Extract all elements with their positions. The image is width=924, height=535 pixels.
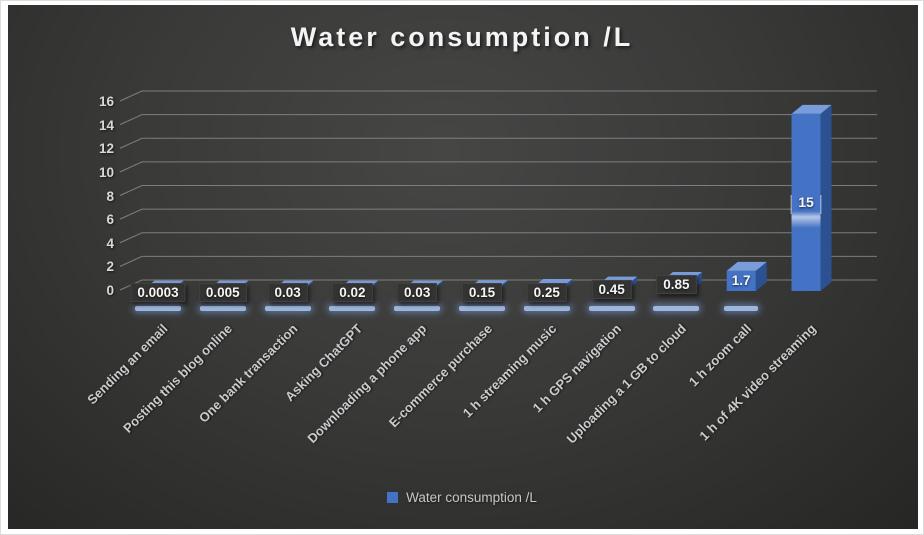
legend-label: Water consumption /L: [406, 490, 537, 505]
chart-title: Water consumption /L: [290, 22, 634, 52]
data-label: 1.7: [731, 273, 751, 288]
bar-glow: [329, 306, 376, 311]
data-label: 0.03: [397, 282, 438, 302]
bar-glow: [523, 306, 570, 311]
bar-glow: [653, 306, 700, 311]
bar-glow: [264, 306, 311, 311]
data-label: 0.0003: [130, 282, 186, 302]
data-label: 15: [798, 194, 814, 210]
data-label: 0.005: [198, 282, 247, 302]
y-axis-tick-label: 16: [98, 94, 114, 109]
y-axis-tick-label: 2: [106, 259, 114, 275]
bar-glow: [724, 306, 759, 311]
y-axis-tick-label: 14: [98, 117, 114, 133]
legend-swatch-icon: [387, 492, 399, 503]
bar-glow: [394, 306, 441, 311]
data-label: 0.25: [526, 282, 567, 302]
category-label: Downloading a phone app: [304, 321, 430, 447]
y-axis-tick-label: 6: [106, 212, 114, 228]
data-label: 0.45: [591, 280, 632, 300]
bar: [726, 261, 767, 291]
bar-glow: [588, 306, 635, 311]
y-axis-tick-label: 12: [98, 141, 114, 157]
bar-glow: [135, 306, 181, 311]
category-label: Posting this blog online: [120, 321, 236, 436]
bar: [790, 104, 832, 291]
bar-glow: [199, 306, 246, 311]
legend: Water consumption /L: [1, 490, 923, 505]
data-label: 0.85: [656, 275, 697, 295]
category-label: Uploading a 1 GB to cloud: [563, 321, 690, 447]
data-label: 0.03: [267, 282, 308, 302]
gridlines: [119, 90, 877, 291]
y-axis-tick-label: 8: [106, 188, 114, 204]
category-label: 1 h zoom call: [685, 321, 754, 390]
data-label: 0.15: [461, 282, 503, 302]
y-axis-tick-label: 4: [106, 235, 114, 251]
y-axis-tick-label: 10: [98, 164, 114, 180]
y-axis-tick-label: 0: [106, 283, 114, 298]
category-label: 1 h of 4K video streaming: [696, 321, 819, 444]
data-label: 0.02: [332, 282, 373, 302]
bar-glow: [459, 306, 505, 311]
